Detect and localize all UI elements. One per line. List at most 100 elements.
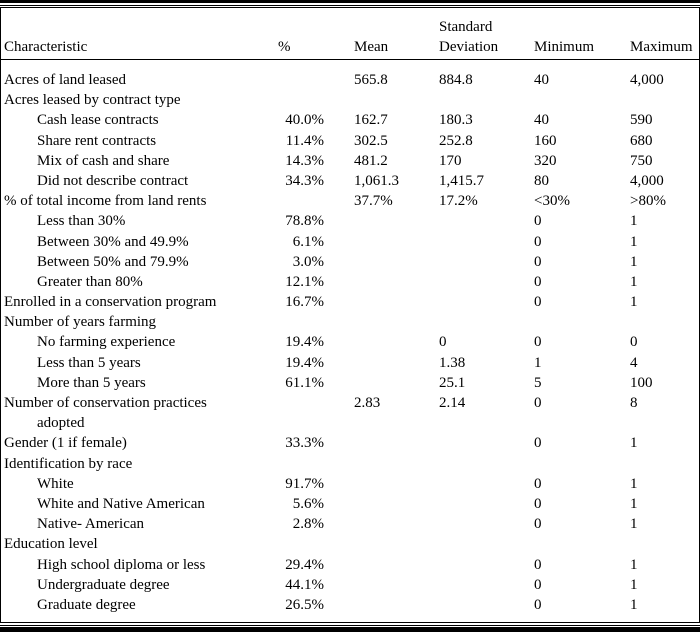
cell-percent: 44.1%	[285, 576, 324, 593]
cell-mean	[324, 211, 438, 231]
cell-maximum: 1	[630, 495, 638, 512]
cell-mean	[324, 555, 438, 575]
cell-maximum: 4,000	[630, 72, 664, 88]
col-header-standard-deviation-line2: Deviation	[439, 39, 499, 55]
cell-minimum: 0	[534, 516, 542, 533]
cell-percent: 61.1%	[285, 374, 324, 391]
col-header-minimum: Minimum	[534, 39, 595, 55]
cell-standard-deviation	[438, 90, 533, 110]
row-label: Number of conservation practices	[4, 395, 207, 411]
table-row: adopted	[1, 413, 699, 433]
cell-percent	[271, 413, 324, 433]
cell-standard-deviation: 25.1	[439, 374, 466, 391]
cell-percent: 5.6%	[292, 495, 324, 512]
table-row: Graduate degree 26.5% 0 1	[1, 595, 699, 615]
table-row: High school diploma or less 29.4% 0 1	[1, 555, 699, 575]
bottom-thick-rule	[0, 627, 700, 632]
cell-minimum: 80	[534, 172, 549, 189]
cell-percent	[271, 534, 324, 554]
cell-mean	[324, 272, 438, 292]
cell-mean	[324, 454, 438, 474]
table-row: Acres of land leased 565.8 884.8 40 4,000	[1, 70, 699, 90]
row-label: Mix of cash and share	[37, 152, 170, 169]
cell-minimum	[533, 454, 629, 474]
cell-percent: 33.3%	[285, 435, 324, 452]
row-label: Less than 5 years	[37, 354, 141, 371]
row-label: Graduate degree	[37, 596, 136, 613]
cell-maximum: 8	[630, 395, 638, 411]
row-label: Native- American	[37, 516, 145, 533]
col-header-maximum: Maximum	[630, 39, 693, 55]
cell-standard-deviation	[438, 534, 533, 554]
cell-mean	[324, 353, 438, 373]
cell-percent: 14.3%	[285, 152, 324, 169]
cell-maximum: 1	[630, 435, 638, 452]
table-row: More than 5 years 61.1% 25.1 5 100	[1, 373, 699, 393]
cell-mean	[324, 332, 438, 352]
cell-percent: 29.4%	[285, 556, 324, 573]
table-body-frame: Characteristic % Mean Standard Deviation…	[0, 8, 700, 622]
cell-minimum: 0	[534, 395, 542, 411]
table-row: Number of conservation practices 2.83 2.14…	[1, 393, 699, 413]
cell-maximum	[629, 413, 700, 433]
cell-mean	[324, 474, 438, 494]
cell-standard-deviation: 1,415.7	[439, 172, 484, 189]
table-row: Mix of cash and share 14.3% 481.2 170 320 750	[1, 151, 699, 171]
cell-maximum: 680	[630, 132, 653, 149]
table-row: Cash lease contracts 40.0% 162.7 180.3 40 590	[1, 110, 699, 130]
table-row: Education level	[1, 534, 699, 554]
cell-mean: 2.83	[354, 395, 381, 411]
cell-percent: 40.0%	[285, 112, 324, 129]
cell-percent	[271, 90, 324, 110]
cell-mean	[324, 575, 438, 595]
cell-percent: 19.4%	[285, 334, 324, 351]
row-label: Acres leased by contract type	[4, 92, 181, 109]
cell-percent	[271, 70, 324, 90]
cell-minimum	[533, 90, 629, 110]
table-row: No farming experience 19.4% 0 0 0	[1, 332, 699, 352]
cell-minimum: 1	[534, 354, 542, 371]
col-header-characteristic: Characteristic	[4, 39, 88, 55]
table-row: % of total income from land rents 37.7% 17…	[1, 191, 699, 211]
cell-minimum: 0	[534, 253, 542, 270]
cell-standard-deviation: 180.3	[439, 112, 473, 129]
cell-percent: 91.7%	[285, 475, 324, 492]
cell-maximum: 1	[630, 516, 638, 533]
cell-minimum: 0	[534, 556, 542, 573]
bottom-rule-gap	[0, 626, 700, 627]
bottom-thin-rule-1	[0, 622, 700, 623]
cell-maximum: >80%	[630, 193, 666, 210]
row-label: Between 50% and 79.9%	[37, 253, 189, 270]
table-row: Less than 30% 78.8% 0 1	[1, 211, 699, 231]
row-label: Between 30% and 49.9%	[37, 233, 189, 250]
cell-minimum: 320	[534, 152, 557, 169]
cell-minimum: 0	[534, 596, 542, 613]
cell-percent: 3.0%	[292, 253, 324, 270]
row-label: High school diploma or less	[37, 556, 206, 573]
cell-minimum	[533, 413, 629, 433]
table-row: Native- American 2.8% 0 1	[1, 514, 699, 534]
cell-percent: 19.4%	[285, 354, 324, 371]
cell-percent	[271, 312, 324, 332]
row-label: White	[37, 475, 74, 492]
cell-standard-deviation	[438, 595, 533, 615]
cell-minimum: 0	[534, 273, 542, 290]
cell-mean: 302.5	[354, 132, 388, 149]
cell-mean: 162.7	[354, 112, 388, 129]
cell-percent	[271, 191, 324, 211]
cell-maximum: 100	[630, 374, 653, 391]
table-row: Gender (1 if female) 33.3% 0 1	[1, 433, 699, 453]
cell-standard-deviation	[438, 454, 533, 474]
row-label: adopted	[37, 415, 85, 432]
cell-minimum	[533, 312, 629, 332]
cell-standard-deviation: 1.38	[439, 354, 466, 371]
top-rule-gap	[0, 6, 700, 7]
cell-standard-deviation	[438, 252, 533, 272]
cell-percent: 11.4%	[285, 132, 324, 149]
cell-mean	[324, 312, 438, 332]
row-label: Gender (1 if female)	[4, 435, 127, 452]
cell-standard-deviation	[438, 514, 533, 534]
cell-percent: 34.3%	[285, 172, 324, 189]
cell-percent: 12.1%	[285, 273, 324, 290]
cell-minimum: 5	[534, 374, 542, 391]
